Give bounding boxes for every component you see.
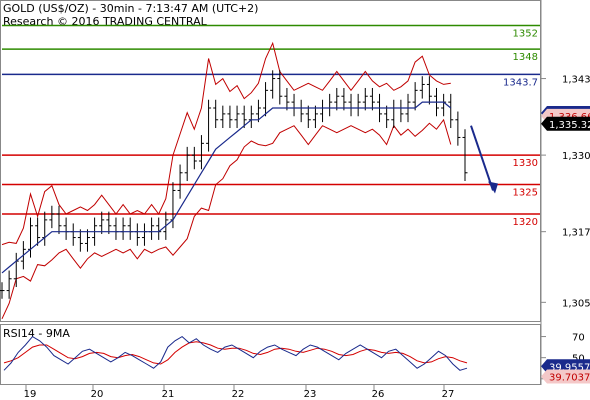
price-tag-label: 1,335.32 [549,120,590,131]
level-label: 1330 [513,158,538,169]
date-label: 21 [162,389,175,400]
level-label: 1343.7 [503,77,538,88]
date-axis: 19 20 21 22 23 26 27 [24,385,455,400]
date-label: 20 [91,389,104,400]
price-axis: 1,343 1,330 1,317 1,305 [541,75,590,309]
horizontal-levels: 1352 1348 1343.7 1330 1325 1320 [2,24,540,228]
moving-average [1,101,452,274]
rsi-tick-label: 50 [572,354,585,365]
rsi-panel-frame [0,324,541,385]
level-label: 1348 [513,52,538,63]
chart-instrument-title: GOLD (US$/OZ) - 30min - 7:13:47 AM (UTC+… [3,2,258,15]
forecast-arrow [470,125,498,194]
chart-source-line: Research © 2016 TRADING CENTRAL [3,15,208,28]
lower-band [1,118,452,320]
bollinger-bands [1,41,452,320]
date-label: 27 [442,389,455,400]
date-label: 19 [24,389,37,400]
rsi-label: RSI14 - 9MA [3,327,70,340]
date-label: 23 [304,389,317,400]
rsi-line [3,335,468,371]
rsi-tag-bg [541,369,590,384]
price-tag-bg [541,116,590,131]
price-tick-label: 1,305 [562,298,590,309]
level-label: 1325 [513,188,538,199]
rsi-tag-label: 39.7037 [549,373,590,384]
date-label: 22 [232,389,245,400]
rsi-indicator [3,335,468,371]
rsi-ma-line [3,341,468,365]
level-label: 1352 [513,29,538,40]
upper-band [1,41,451,246]
level-label: 1320 [513,217,538,228]
price-tick-label: 1,317 [562,228,590,239]
price-tags: 1,337.151,336.661,335.32 [541,106,590,131]
rsi-tag-label: 39.9557 [549,362,590,373]
forecast-arrow-head [488,181,498,194]
rsi-tick-label: 70 [572,333,585,344]
ma-line [1,101,452,274]
price-tick-label: 1,343 [562,75,590,86]
price-tick-label: 1,330 [562,151,590,162]
date-label: 26 [372,389,385,400]
forecast-arrow-shaft [470,125,494,191]
